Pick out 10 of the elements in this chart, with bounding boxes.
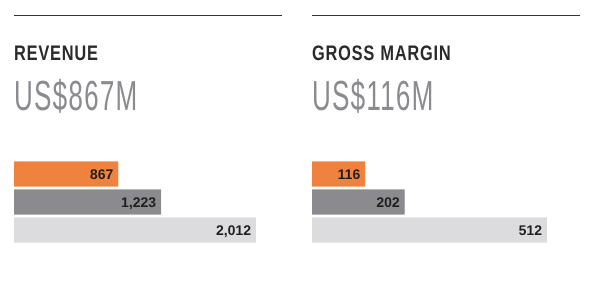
chart-title: GROSS MARGIN [312,42,452,66]
chart-subtitle: US$116M [312,72,435,120]
data-label: 1,223 [121,194,156,210]
data-label: 2,012 [216,222,252,238]
data-label: 867 [90,166,114,182]
chart-subtitle: US$867M [14,72,138,120]
data-label: 202 [376,194,400,210]
data-label: 116 [338,166,360,182]
data-label: 512 [518,222,542,238]
chart-title: REVENUE [14,42,99,66]
